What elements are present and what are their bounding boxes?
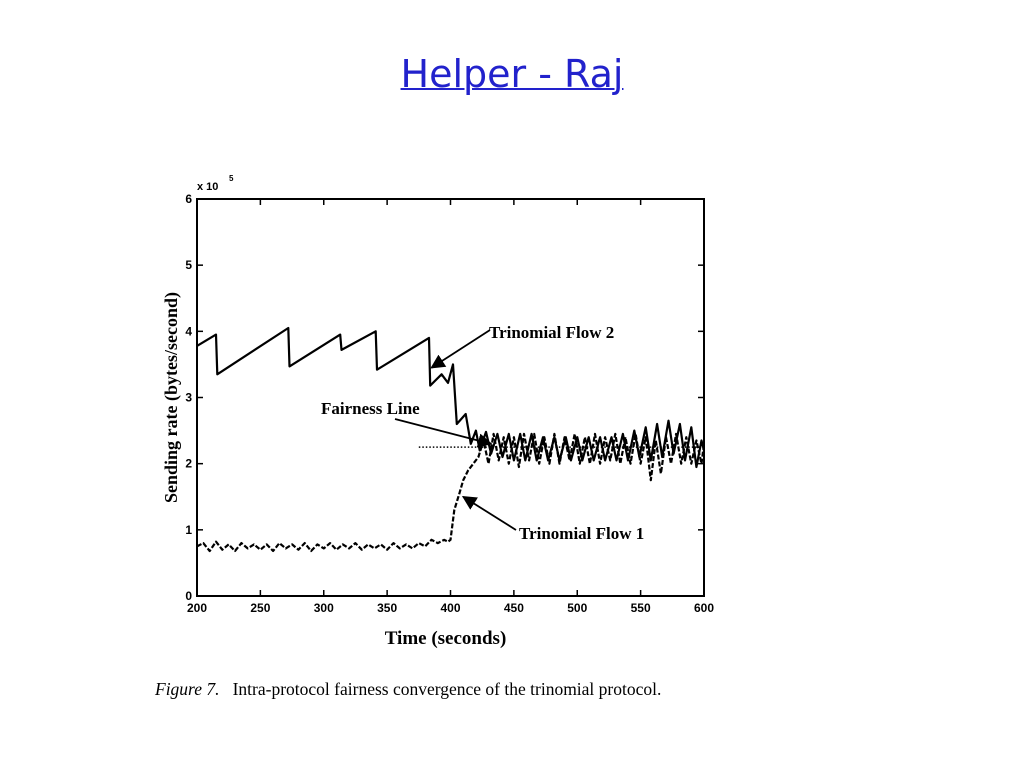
x-tick-label: 200 (187, 601, 207, 615)
x-tick-label: 600 (694, 601, 714, 615)
y-axis-label: Sending rate (bytes/second) (161, 292, 182, 503)
x-tick-label: 450 (504, 601, 524, 615)
y-tick-label: 5 (185, 258, 192, 272)
x-tick-label: 250 (250, 601, 270, 615)
annotation-label-2: Fairness Line (321, 399, 420, 418)
series-line-1 (196, 326, 706, 469)
x-tick-label: 350 (377, 601, 397, 615)
y-axis-exponent: 5 (229, 174, 234, 183)
y-axis-multiplier: x 10 (197, 181, 218, 193)
y-tick-label: 1 (185, 523, 192, 537)
annotation-arrow-3 (461, 495, 517, 531)
figure-caption: Figure 7. Intra-protocol fairness conver… (155, 678, 715, 701)
x-axis-label: Time (seconds) (385, 628, 507, 649)
slide-title: Helper - Raj (0, 50, 1024, 98)
x-tick-label: 300 (314, 601, 334, 615)
slide-title-text: Helper - Raj (400, 52, 624, 96)
y-tick-label: 2 (185, 457, 192, 471)
figure-label: Figure 7. (155, 679, 220, 699)
annotation-arrow-2 (394, 418, 493, 448)
series-line-2 (196, 432, 706, 553)
x-tick-label: 500 (567, 601, 587, 615)
x-tick-label: 400 (440, 601, 460, 615)
y-tick-label: 0 (185, 589, 192, 603)
x-tick-label: 550 (631, 601, 651, 615)
annotation-arrow-1 (430, 329, 491, 369)
y-tick-label: 6 (185, 192, 192, 206)
y-tick-label: 4 (185, 324, 192, 338)
figure-caption-text: Intra-protocol fairness convergence of t… (232, 679, 662, 699)
y-tick-label: 3 (185, 391, 192, 405)
annotation-label-1: Trinomial Flow 2 (489, 323, 614, 342)
annotation-label-3: Trinomial Flow 1 (519, 524, 644, 543)
